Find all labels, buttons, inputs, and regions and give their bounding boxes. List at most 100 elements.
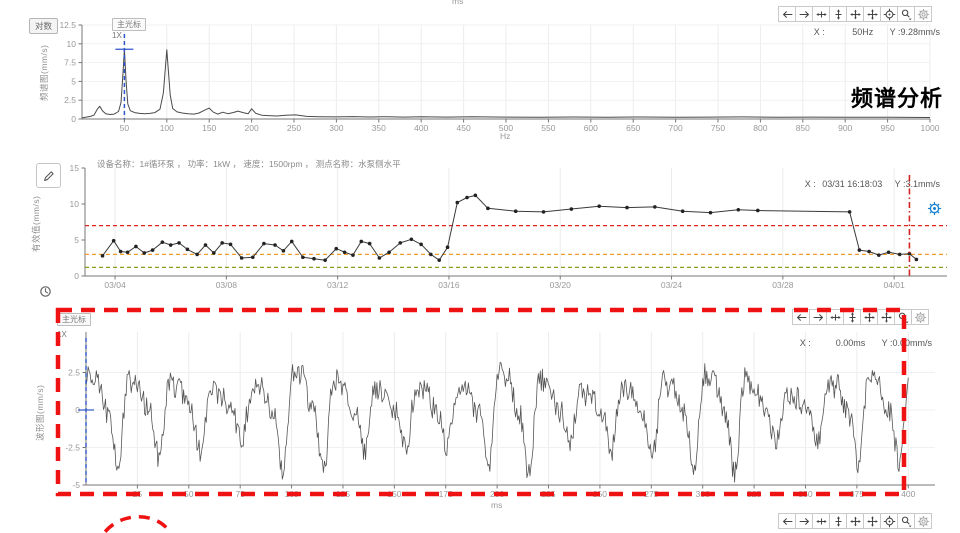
pan-horizontal-icon[interactable]: [826, 309, 844, 325]
x-tick-label: 03/28: [772, 280, 794, 290]
zoom-horizontal-icon[interactable]: [846, 513, 864, 529]
x-tick-label: 225: [541, 489, 555, 499]
trend-data-point: [334, 246, 339, 251]
spectrum-readout-x-label: X :: [813, 27, 825, 37]
trend-data-point: [212, 251, 216, 255]
trend-data-point: [437, 258, 442, 262]
x-tick-label: 1000: [921, 123, 940, 133]
zoom-horizontal-icon[interactable]: [846, 6, 864, 22]
x-tick-label: 75: [235, 489, 245, 499]
y-tick-label: 2.5: [64, 95, 76, 105]
settings-icon[interactable]: [914, 513, 932, 529]
waveform-readout-y-label: Y :: [881, 338, 893, 348]
zoom-mode-icon[interactable]: [897, 6, 915, 22]
trend-data-point: [262, 241, 266, 246]
trend-cursor-readout: X : 03/31 16:18:03 Y :3.1mm/s: [805, 179, 940, 189]
trend-data-point: [168, 243, 173, 247]
pan-vertical-icon[interactable]: [843, 309, 861, 325]
trend-data-point: [160, 240, 165, 244]
trend-data-point: [597, 204, 601, 208]
trend-data-point: [897, 252, 902, 257]
reset-view-icon[interactable]: [880, 513, 898, 529]
waveform-toolbar: [792, 309, 929, 325]
x-tick-label: 03/16: [438, 280, 460, 290]
spectrum-series: [81, 48, 931, 119]
y-tick-label: -5: [72, 480, 80, 490]
pan-horizontal-icon[interactable]: [812, 513, 830, 529]
spectrum-x-unit-label: Hz: [500, 131, 511, 141]
zoom-mode-icon[interactable]: [894, 309, 912, 325]
trend-data-point: [877, 253, 881, 257]
settings-icon[interactable]: [911, 309, 929, 325]
x-tick-label: 250: [593, 489, 607, 499]
x-tick-label: 700: [669, 123, 683, 133]
trend-data-point: [541, 210, 546, 214]
trend-data-point: [100, 254, 105, 258]
x-tick-label: 275: [644, 489, 658, 499]
clock-icon: [39, 285, 51, 297]
trend-readout-y-label: Y :: [894, 179, 906, 189]
y-tick-label: 15: [70, 163, 80, 173]
settings-icon[interactable]: [914, 6, 932, 22]
zoom-horizontal-icon[interactable]: [860, 309, 878, 325]
trend-data-point: [150, 248, 155, 252]
pan-vertical-icon[interactable]: [829, 513, 847, 529]
y-tick-label: -2.5: [65, 443, 80, 453]
trend-settings-button[interactable]: [925, 199, 943, 217]
y-tick-label: 10: [70, 199, 80, 209]
arrow-left-icon[interactable]: [792, 309, 810, 325]
trend-data-point: [907, 251, 912, 256]
x-tick-label: 250: [287, 123, 301, 133]
spectrum-main-cursor[interactable]: [115, 27, 134, 119]
zoom-vertical-icon[interactable]: [877, 309, 895, 325]
trend-data-point: [118, 249, 123, 254]
pan-horizontal-icon[interactable]: [812, 6, 830, 22]
x-tick-label: 325: [747, 489, 761, 499]
trend-data-point: [886, 250, 891, 255]
trend-data-point: [387, 250, 391, 255]
axis-lines: [84, 168, 947, 277]
x-tick-label: 50: [184, 489, 194, 499]
top-axis-remnant-label: ms: [452, 0, 464, 6]
x-tick-label: 350: [798, 489, 812, 499]
waveform-order-label: 1X: [57, 330, 67, 339]
zoom-vertical-icon[interactable]: [863, 513, 881, 529]
pencil-icon: [43, 170, 54, 181]
x-tick-label: 100: [160, 123, 174, 133]
arrow-left-icon[interactable]: [778, 513, 796, 529]
waveform-main-cursor-tooltip[interactable]: 主光标: [57, 313, 91, 326]
y-tick-label: 5: [74, 235, 79, 245]
arrow-right-icon[interactable]: [795, 513, 813, 529]
pan-vertical-icon[interactable]: [829, 6, 847, 22]
log-scale-button[interactable]: 对数: [29, 18, 59, 34]
trend-data-point: [220, 241, 224, 245]
x-tick-label: 04/01: [883, 280, 905, 290]
reset-view-icon[interactable]: [880, 6, 898, 22]
y-tick-label: 7.5: [64, 58, 76, 68]
x-tick-label: 300: [696, 489, 710, 499]
trend-data-point: [203, 243, 208, 247]
waveform-x-unit-label: ms: [491, 500, 503, 510]
trend-data-point: [228, 242, 233, 247]
y-tick-label: 5: [71, 76, 76, 86]
trend-data-point: [273, 243, 277, 247]
trend-data-point: [125, 250, 130, 255]
zoom-mode-icon[interactable]: [897, 513, 915, 529]
edit-button[interactable]: [36, 163, 61, 188]
x-tick-label: 500: [499, 123, 513, 133]
waveform-readout-y-value: 0.00mm/s: [892, 338, 932, 348]
spectrum-readout-x-value: 50Hz: [852, 27, 874, 37]
arrow-right-icon[interactable]: [795, 6, 813, 22]
history-button[interactable]: [36, 282, 54, 300]
spectrum-main-cursor-tooltip[interactable]: 主光标: [112, 18, 146, 31]
arrow-left-icon[interactable]: [778, 6, 796, 22]
zoom-vertical-icon[interactable]: [863, 6, 881, 22]
trend-data-point: [281, 249, 286, 253]
trend-data-point: [185, 247, 190, 252]
trend-readout-x-label: X :: [804, 179, 816, 189]
x-tick-label: 200: [490, 489, 504, 499]
trend-data-point: [445, 245, 450, 249]
arrow-right-icon[interactable]: [809, 309, 827, 325]
